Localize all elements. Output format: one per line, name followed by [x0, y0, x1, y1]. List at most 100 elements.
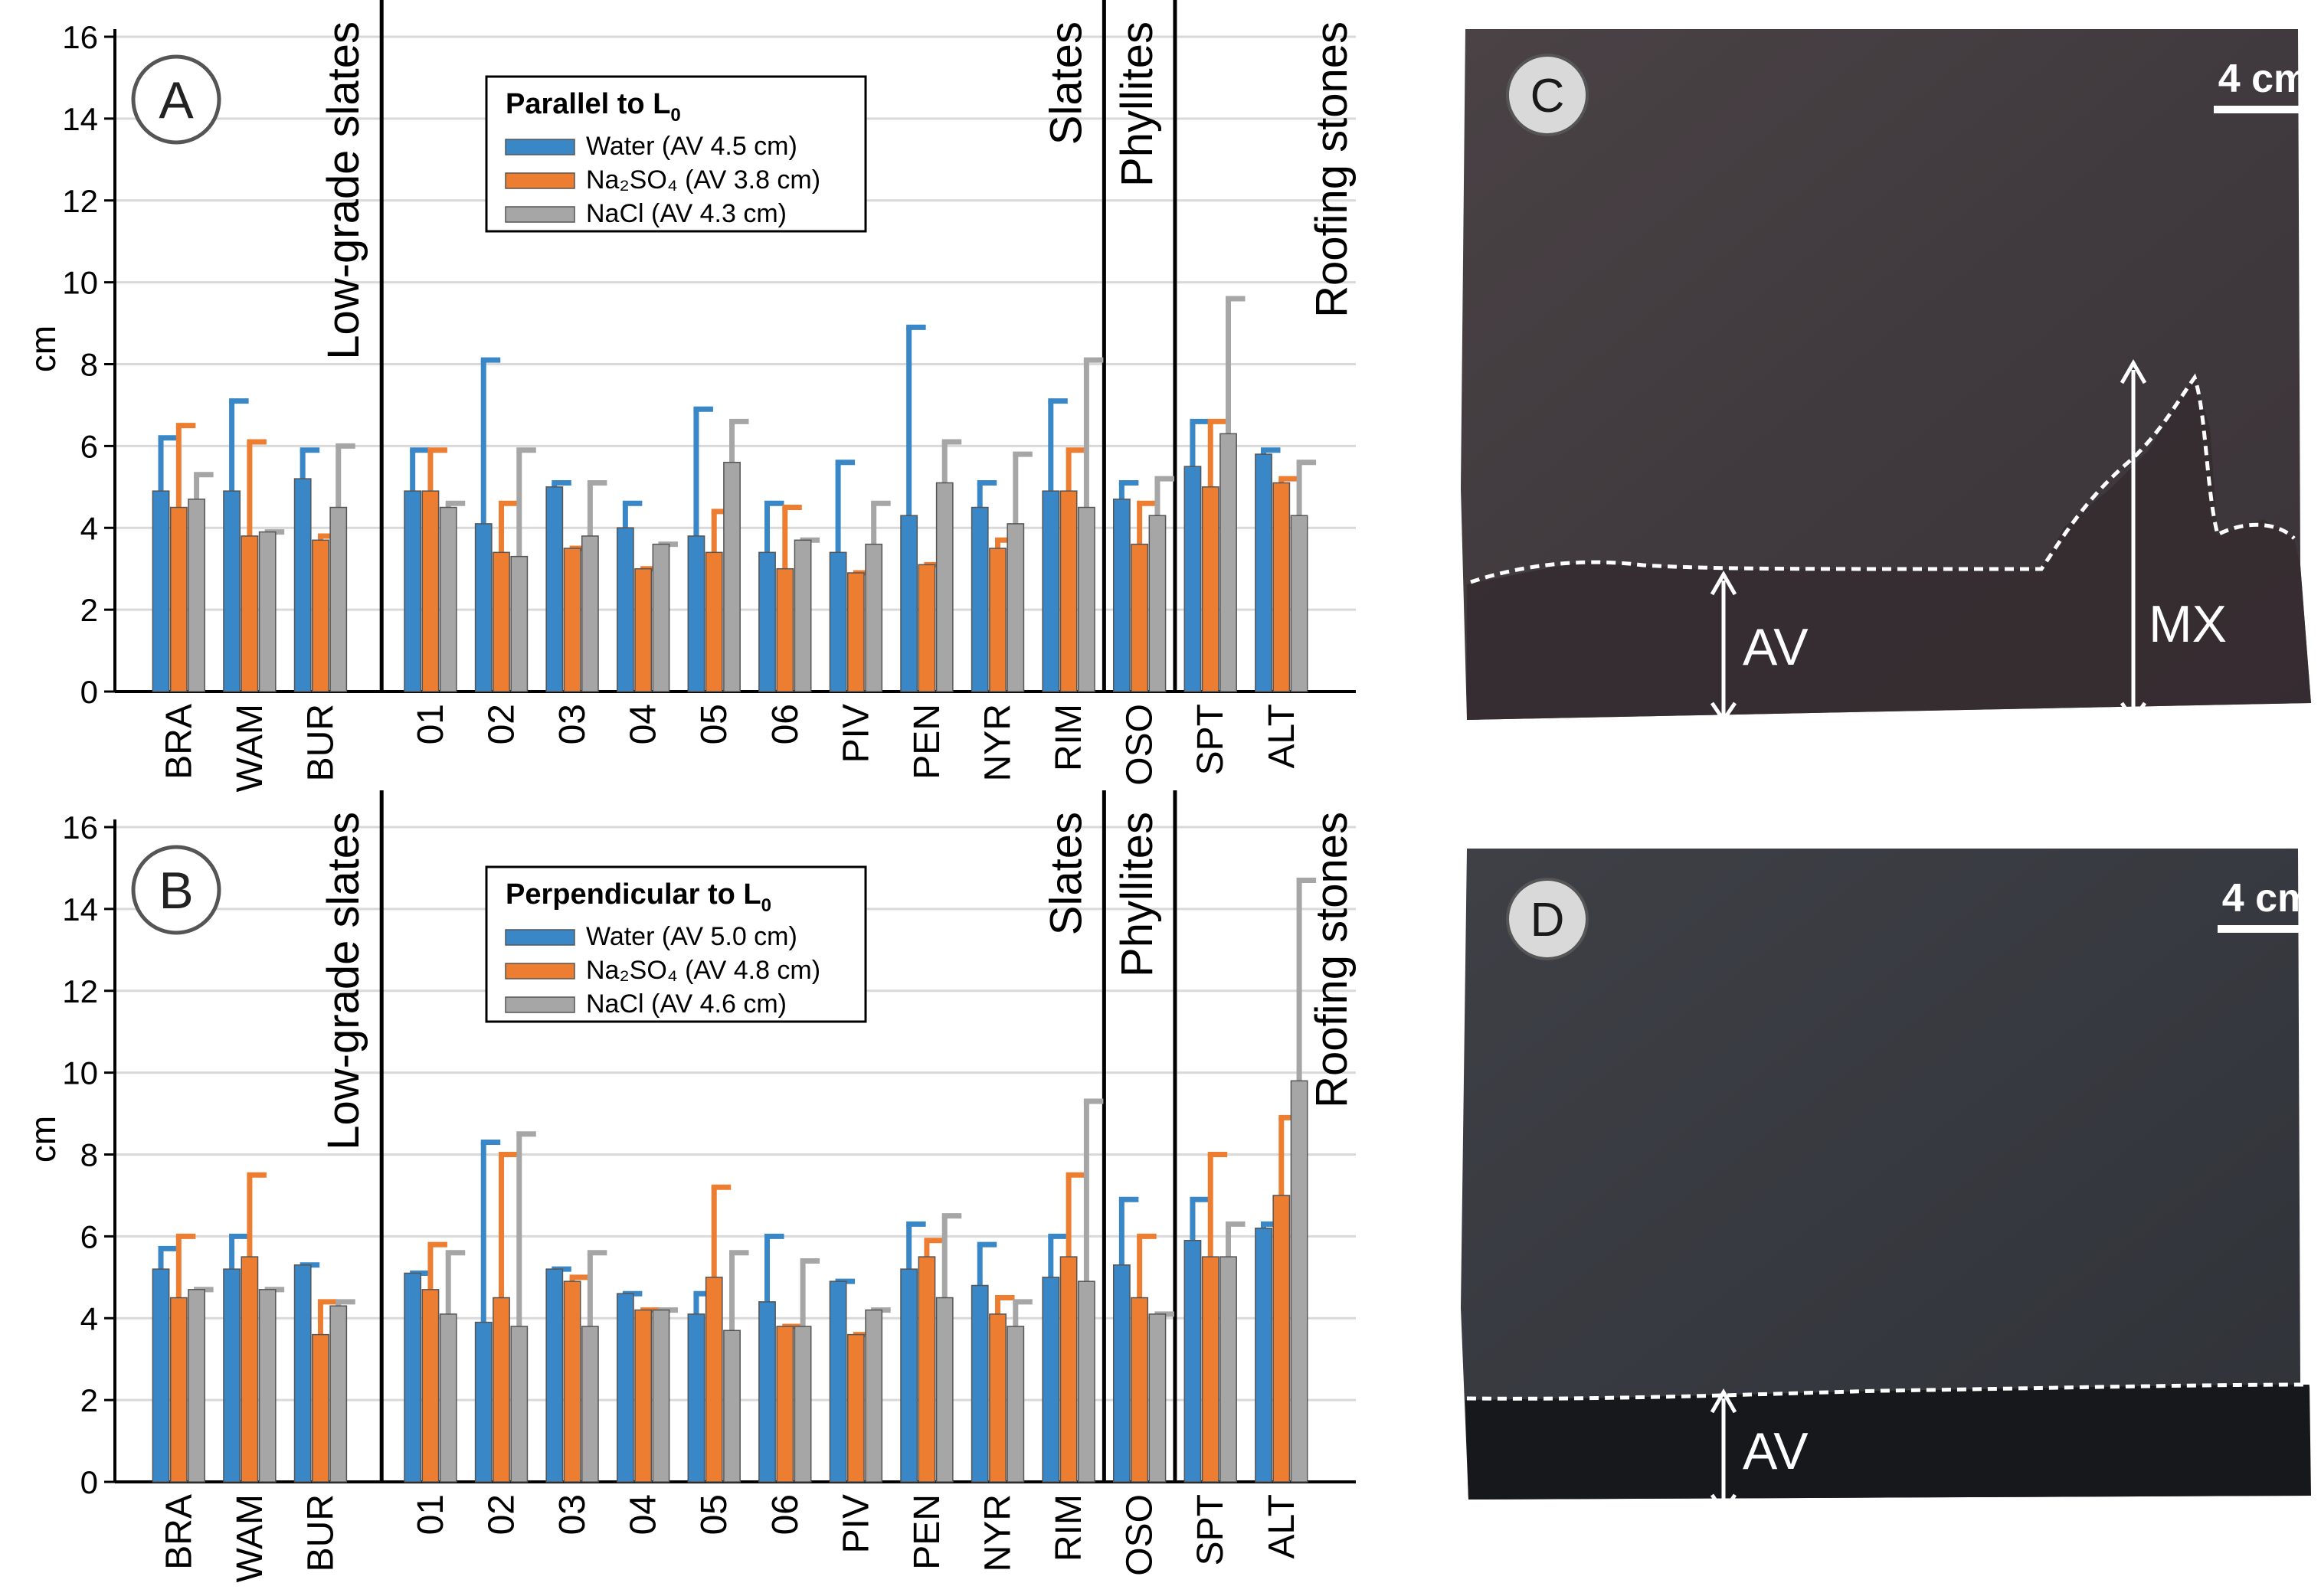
y-tick-label: 12: [62, 183, 98, 219]
x-tick-label: 01: [411, 1494, 451, 1535]
y-tick-label: 0: [80, 674, 98, 710]
bar-na2so4-bra: [169, 1297, 188, 1483]
panel-label-d: D: [1506, 878, 1589, 960]
bar-na2so4-alt: [1272, 482, 1291, 692]
bar-nacl-pen: [935, 1297, 954, 1483]
bar-na2so4-03: [563, 1280, 581, 1483]
mx-arrow: MX: [2120, 358, 2227, 720]
bar-nacl-nyr: [1007, 1326, 1025, 1483]
bar-nacl-bra: [188, 499, 206, 692]
bar-water-bra: [152, 490, 170, 692]
av-label: AV: [1743, 618, 1809, 676]
y-tick-label: 16: [62, 19, 98, 55]
y-axis-label: cm: [23, 325, 63, 372]
bar-water-03: [545, 486, 564, 692]
mx-label: MX: [2149, 595, 2227, 653]
y-tick-label: 14: [62, 891, 98, 927]
phyllites-label: Phyllites: [1112, 812, 1162, 977]
av-arrow: AV: [1710, 570, 1809, 720]
bar-na2so4-alt: [1272, 1195, 1291, 1483]
bar-water-bur: [293, 478, 312, 692]
bar-na2so4-piv: [846, 1333, 865, 1483]
roofing-label: Roofing stones: [1307, 21, 1357, 318]
bar-water-03: [545, 1268, 564, 1483]
scale-bar: 4 cm: [2218, 876, 2313, 933]
bar-water-wam: [223, 1268, 241, 1483]
bar-water-04: [616, 1293, 634, 1483]
legend-swatch-nacl: [505, 996, 575, 1013]
slate-photo-c: 4 cm C AV MX: [1459, 29, 2313, 720]
bar-water-rim: [1042, 1277, 1060, 1483]
bar-water-alt: [1255, 453, 1272, 692]
legend-swatch-water: [505, 139, 575, 155]
slates-label: Slates: [1041, 21, 1091, 145]
bar-nacl-06: [794, 1326, 812, 1483]
x-tick-label: WAM: [230, 1494, 270, 1583]
av-arrow: AV: [1710, 1388, 1809, 1512]
bar-nacl-oso: [1148, 515, 1167, 692]
bar-nacl-01: [439, 506, 457, 692]
legend: Parallel to L0 Water (AV 4.5 cm) Na₂SO₄ (A…: [485, 75, 867, 233]
low-grade-label: Low-grade slates: [319, 21, 368, 360]
x-tick-label: 06: [765, 704, 806, 744]
x-tick-label: 03: [552, 704, 593, 744]
legend-swatch-nacl: [505, 206, 575, 223]
weathering-front-line: [1466, 1382, 2310, 1401]
bar-water-06: [758, 1301, 776, 1483]
bar-nacl-piv: [865, 1309, 883, 1483]
y-tick-label: 4: [80, 1300, 98, 1336]
bar-nacl-bra: [188, 1289, 206, 1483]
bar-na2so4-05: [705, 1277, 723, 1483]
bar-nacl-05: [723, 1329, 741, 1483]
legend-swatch-na2so4: [505, 963, 575, 980]
legend-title: Parallel to L0: [506, 88, 681, 126]
legend-label-water: Water (AV 5.0 cm): [586, 922, 797, 951]
bar-na2so4-piv: [846, 572, 865, 692]
weathered-zone: [1465, 1385, 2311, 1500]
y-tick-label: 14: [62, 101, 98, 137]
bar-water-oso: [1112, 1264, 1131, 1483]
bar-na2so4-01: [421, 490, 440, 692]
scale-bar: 4 cm: [2214, 57, 2313, 113]
y-tick-label: 16: [62, 809, 98, 845]
legend-label-na2so4: Na₂SO₄ (AV 4.8 cm): [586, 956, 820, 985]
panel-label-b: B: [131, 845, 221, 935]
legend-swatch-water: [505, 929, 575, 946]
x-tick-label: 02: [482, 704, 522, 744]
bar-na2so4-04: [634, 1309, 653, 1483]
bar-water-piv: [829, 1280, 847, 1483]
bar-water-02: [474, 1321, 493, 1483]
x-tick-label: ALT: [1262, 1494, 1302, 1558]
bar-nacl-04: [652, 1309, 670, 1483]
x-tick-label: SPT: [1190, 704, 1231, 775]
weathered-zone: [1467, 378, 2311, 720]
bar-nacl-alt: [1290, 1080, 1308, 1483]
y-tick-label: 2: [80, 1382, 98, 1418]
x-tick-label: BUR: [300, 704, 341, 781]
y-tick-label: 6: [80, 1218, 98, 1254]
bar-nacl-03: [581, 1326, 599, 1483]
bar-nacl-piv: [865, 543, 883, 692]
bar-na2so4-rim: [1059, 1256, 1078, 1483]
y-tick-label: 6: [80, 428, 98, 464]
y-tick-label: 10: [62, 265, 98, 301]
bar-na2so4-nyr: [989, 548, 1007, 692]
bar-nacl-06: [794, 539, 812, 692]
bar-na2so4-06: [776, 567, 794, 692]
x-tick-label: PEN: [907, 1494, 948, 1570]
panel-circle: [131, 54, 221, 145]
svg-text:D: D: [1530, 894, 1565, 947]
slate-photo-d: 4 cm D AV: [1459, 849, 2313, 1512]
x-tick-label: BUR: [300, 1494, 341, 1571]
bar-na2so4-oso: [1131, 1297, 1149, 1483]
bar-nacl-03: [581, 535, 599, 692]
x-tick-label: 04: [624, 1494, 664, 1535]
bar-na2so4-rim: [1059, 490, 1078, 692]
bar-na2so4-06: [776, 1326, 794, 1483]
bar-water-nyr: [971, 506, 989, 692]
bar-water-spt: [1183, 466, 1202, 692]
x-tick-label: BRA: [159, 1494, 199, 1570]
bar-water-piv: [829, 551, 847, 692]
weathering-front-line: [1470, 373, 2296, 584]
